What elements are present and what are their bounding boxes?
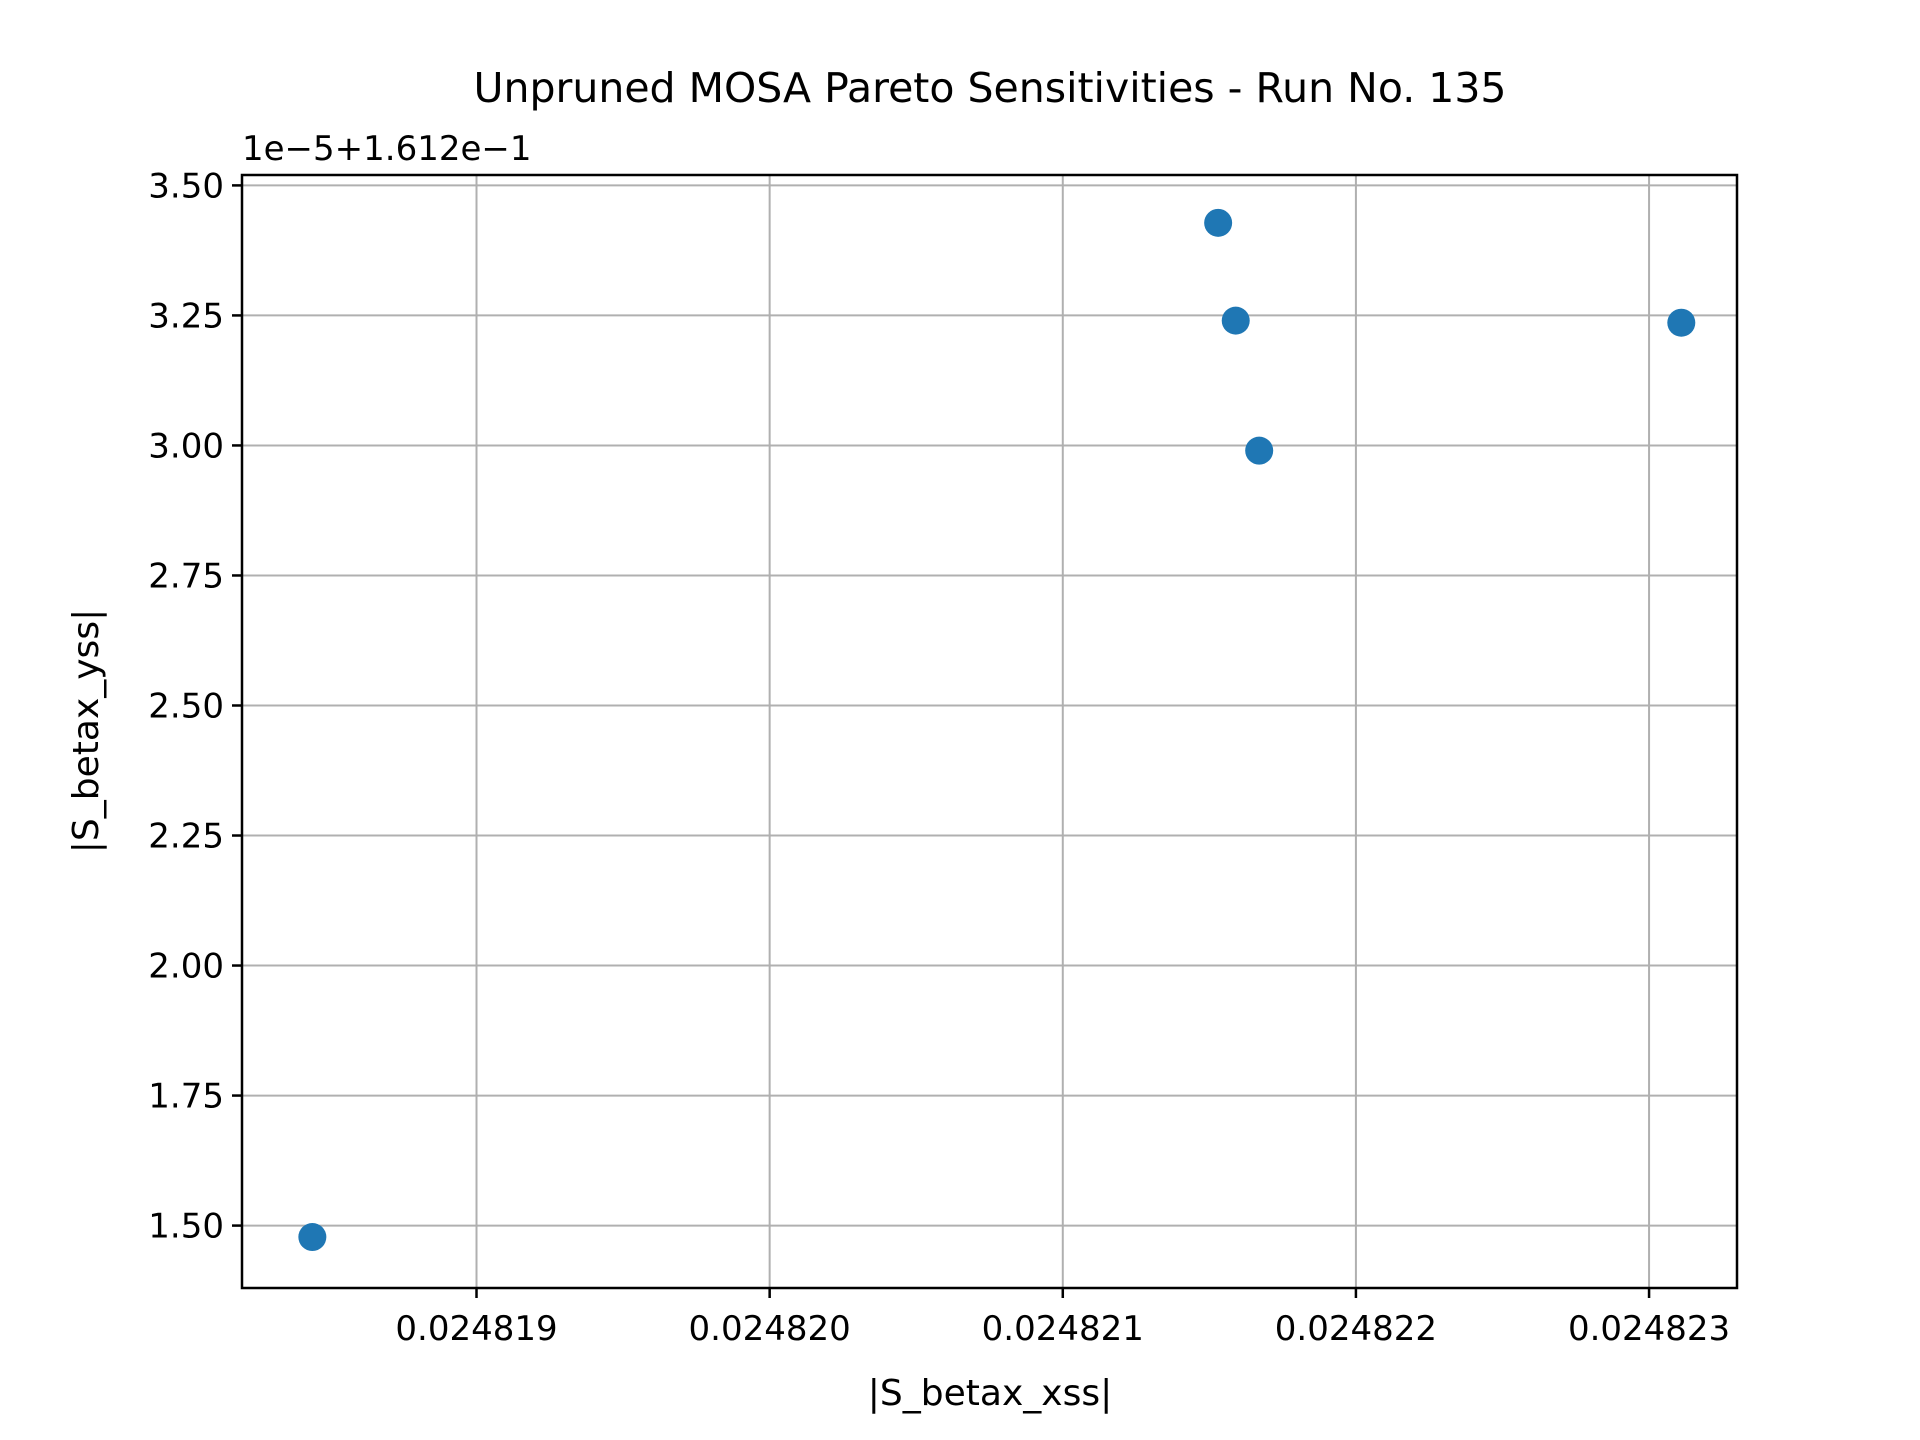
scatter-point	[1204, 208, 1233, 237]
y-tick-label: 1.75	[148, 1077, 224, 1117]
y-offset-label: 1e−5+1.612e−1	[242, 129, 532, 169]
x-tick-label: 0.024822	[1275, 1309, 1437, 1349]
x-tick-label: 0.024823	[1568, 1309, 1730, 1349]
plot-frame	[240, 173, 1739, 1290]
data-points	[298, 208, 1696, 1252]
x-tick-label: 0.024819	[395, 1309, 557, 1349]
x-axis-ticks: 0.024819 0.024820 0.024821 0.024822 0.024823	[395, 1288, 1730, 1349]
chart-title: Unpruned MOSA Pareto Sensitivities - Run…	[473, 64, 1506, 112]
y-tick-label: 2.25	[148, 817, 224, 857]
y-tick-label: 2.00	[148, 947, 224, 987]
y-tick-label: 2.75	[148, 556, 224, 596]
y-tick-label: 3.25	[148, 296, 224, 336]
y-tick-label: 2.50	[148, 686, 224, 726]
x-tick-label: 0.024820	[689, 1309, 851, 1349]
scatter-point	[1221, 306, 1250, 335]
x-axis-label: |S_betax_xss|	[868, 1373, 1112, 1414]
scatter-point	[1245, 436, 1274, 465]
scatter-point	[1667, 308, 1696, 337]
grid-lines	[242, 175, 1737, 1288]
y-axis-ticks: 1.50 1.75 2.00 2.25 2.50 2.75 3.00 3.25 3.50	[148, 166, 242, 1247]
y-axis-label: |S_betax_yss|	[66, 609, 107, 853]
scatter-point	[298, 1223, 327, 1252]
x-tick-label: 0.024821	[982, 1309, 1144, 1349]
y-tick-label: 1.50	[148, 1207, 224, 1247]
y-tick-label: 3.00	[148, 426, 224, 466]
y-tick-label: 3.50	[148, 166, 224, 206]
